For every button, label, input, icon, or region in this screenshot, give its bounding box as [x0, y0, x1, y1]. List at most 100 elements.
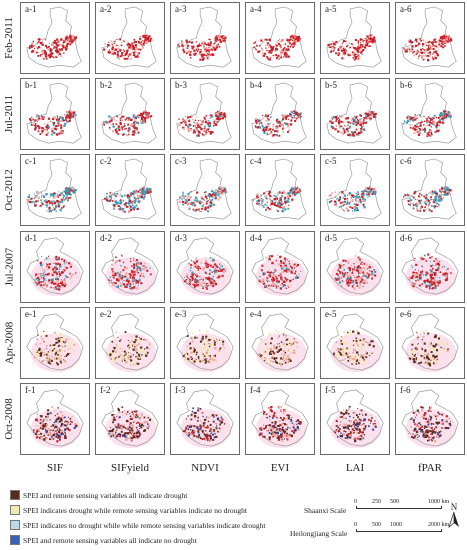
drought-pixel [121, 55, 123, 56]
drought-pixel [290, 43, 293, 46]
drought-pixel [364, 40, 366, 42]
drought-pixel [134, 119, 136, 121]
drought-pixel [406, 193, 409, 196]
drought-pixel [50, 279, 53, 281]
drought-pixel [213, 43, 215, 45]
drought-pixel [111, 274, 114, 277]
drought-pixel [420, 271, 423, 274]
drought-pixel [351, 53, 354, 56]
drought-pixel [51, 356, 53, 358]
drought-pixel [413, 54, 416, 57]
drought-pixel [290, 123, 292, 125]
drought-pixel [41, 195, 43, 197]
drought-pixel [139, 342, 141, 344]
drought-pixel [418, 199, 421, 203]
drought-pixel [134, 49, 136, 51]
drought-pixel [256, 193, 259, 196]
drought-pixel [418, 126, 420, 128]
drought-pixel [275, 286, 278, 288]
drought-pixel [435, 205, 437, 207]
drought-pixel [363, 274, 366, 277]
drought-pixel [217, 35, 220, 39]
drought-pixel [283, 123, 285, 125]
province-outline [401, 237, 459, 295]
drought-pixel [264, 195, 267, 198]
drought-pixel [349, 133, 351, 135]
drought-pixel [349, 54, 351, 57]
drought-pixel [220, 269, 223, 272]
drought-pixel [52, 267, 54, 269]
drought-pixel [281, 195, 284, 197]
drought-pixel [209, 42, 212, 45]
drought-pixel [367, 276, 370, 278]
drought-pixel [223, 39, 225, 40]
drought-pixel [182, 118, 184, 120]
drought-pixel [438, 124, 440, 127]
drought-pixel [422, 127, 424, 129]
drought-pixel [45, 204, 47, 206]
drought-pixel [353, 263, 355, 265]
drought-pixel [347, 130, 349, 132]
drought-pixel [39, 54, 41, 56]
drought-pixel [198, 52, 200, 54]
drought-pixel [284, 114, 287, 116]
drought-pixel [360, 123, 362, 125]
drought-pixel [276, 192, 279, 195]
drought-pixel [450, 37, 451, 39]
drought-pixel [145, 110, 147, 112]
drought-pixel [420, 40, 422, 42]
drought-pixel [285, 269, 288, 272]
drought-pixel [55, 41, 57, 44]
drought-pixel [284, 277, 287, 279]
map-panel: d-6 [395, 231, 465, 303]
drought-pixel [116, 44, 118, 46]
drought-pixel [116, 115, 119, 118]
drought-pixel [422, 42, 425, 46]
drought-pixel [52, 129, 55, 131]
drought-pixel [358, 279, 360, 281]
drought-pixel [275, 200, 278, 203]
drought-pixel [204, 49, 207, 52]
drought-pixel [131, 274, 134, 276]
drought-pixel [205, 51, 208, 53]
drought-pixel [129, 347, 132, 350]
drought-pixel [34, 47, 36, 49]
drought-pixel [276, 131, 279, 133]
drought-pixel [275, 44, 277, 46]
drought-pixel [362, 41, 364, 43]
drought-pixel [342, 281, 344, 283]
drought-pixel [283, 206, 286, 209]
drought-pixel [419, 274, 422, 277]
drought-pixel [256, 120, 259, 123]
drought-pixel [112, 116, 114, 118]
drought-pixel [212, 266, 215, 268]
drought-pixel [446, 275, 448, 277]
drought-pixel [196, 122, 198, 124]
drought-pixel [69, 278, 71, 280]
drought-pixel [258, 199, 261, 202]
drought-pixel [31, 44, 33, 47]
drought-pixel [361, 280, 363, 282]
drought-pixel [132, 272, 134, 274]
drought-pixel [190, 259, 192, 261]
drought-pixel [138, 193, 141, 197]
province-outline [401, 6, 457, 68]
drought-pixel [112, 270, 114, 273]
drought-pixel [433, 121, 436, 124]
drought-pixel [143, 36, 146, 39]
drought-pixel [214, 123, 217, 126]
drought-pixel [131, 124, 133, 126]
drought-pixel [434, 55, 436, 58]
panel-id-label: d-2 [99, 233, 113, 243]
drought-pixel [265, 128, 268, 131]
drought-pixel [140, 195, 143, 197]
drought-pixel [359, 114, 361, 116]
drought-pixel [53, 343, 56, 346]
map-graphic [176, 158, 232, 220]
drought-pixel [113, 340, 116, 343]
drought-pixel [115, 115, 117, 117]
drought-pixel [46, 285, 49, 288]
drought-pixel [54, 282, 57, 285]
drought-pixel [259, 194, 261, 196]
drought-pixel [284, 122, 286, 124]
